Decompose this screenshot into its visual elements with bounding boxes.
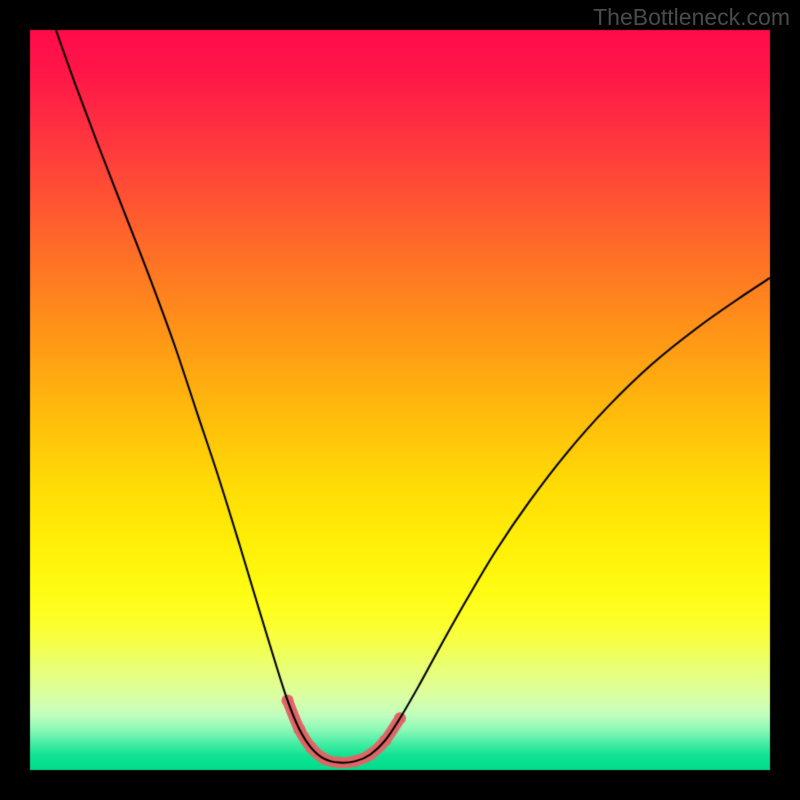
watermark-text: TheBottleneck.com [593, 4, 790, 31]
bottleneck-chart [0, 0, 800, 800]
